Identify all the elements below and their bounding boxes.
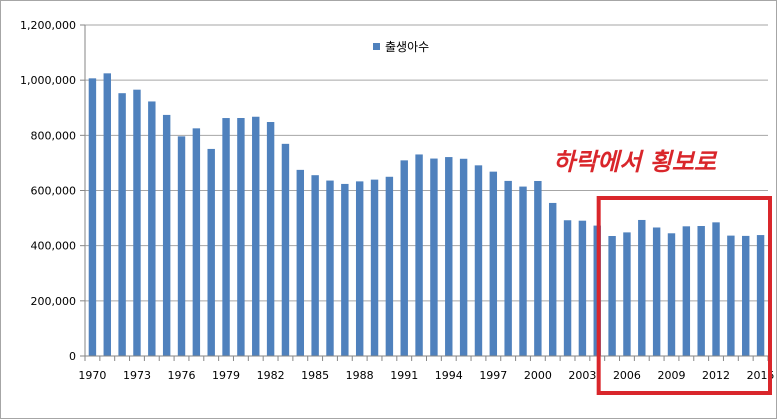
bar <box>385 176 394 356</box>
legend: 출생아수 <box>373 40 429 54</box>
bar <box>207 148 215 356</box>
x-tick-label: 1985 <box>301 369 329 382</box>
bar <box>652 227 661 356</box>
bar <box>445 157 453 356</box>
legend-label: 출생아수 <box>385 40 429 54</box>
bar <box>638 219 646 356</box>
bar <box>430 158 438 356</box>
y-tick-label: 0 <box>69 350 76 363</box>
x-tick-label: 1997 <box>479 369 507 382</box>
x-tick-label: 2006 <box>613 369 641 382</box>
bar <box>252 116 260 356</box>
x-tick-label: 2012 <box>702 369 730 382</box>
bar <box>281 143 290 356</box>
y-tick-labels: 0 200,000 400,000 600,000 800,000 1,000,000 1,… <box>20 19 76 363</box>
x-tick-label: 1991 <box>390 369 418 382</box>
bar <box>133 89 141 356</box>
bar <box>742 235 750 356</box>
bar <box>192 128 201 356</box>
bar <box>103 73 111 357</box>
bar <box>697 226 705 356</box>
bar <box>311 175 319 356</box>
annotation-text: 하락에서 횡보로 <box>553 147 718 176</box>
x-tick-label: 1976 <box>168 369 196 382</box>
bar <box>222 118 230 356</box>
bar <box>296 169 305 356</box>
x-tick-label: 1973 <box>123 369 151 382</box>
x-tick-label: 2009 <box>657 369 685 382</box>
bar <box>370 179 379 356</box>
x-tick-label: 2015 <box>747 369 775 382</box>
x-tick-label: 1970 <box>78 369 106 382</box>
y-tick-label: 1,200,000 <box>20 19 76 32</box>
bar <box>237 118 245 356</box>
bar <box>355 181 364 356</box>
legend-swatch <box>373 43 380 50</box>
y-tick-label: 1,000,000 <box>20 74 76 87</box>
x-tick-label: 1994 <box>435 369 463 382</box>
y-tick-label: 600,000 <box>31 185 77 198</box>
x-tick-label: 1979 <box>212 369 240 382</box>
bar <box>608 236 616 356</box>
bar <box>489 171 498 356</box>
x-tick-label: 1982 <box>257 369 285 382</box>
bar <box>563 220 572 356</box>
bar <box>266 122 275 357</box>
bar <box>148 101 156 357</box>
x-tick-labels: 1970 1973 1976 1979 1982 1985 1988 1991 1994 1997… <box>78 369 774 382</box>
highlight-box <box>596 196 772 395</box>
axes <box>80 24 769 361</box>
bar <box>727 235 735 356</box>
bar <box>548 202 557 356</box>
x-tick-label: 1988 <box>346 369 374 382</box>
x-tick-label: 2003 <box>568 369 596 382</box>
y-tick-label: 400,000 <box>31 240 77 253</box>
bar <box>712 222 720 356</box>
bar <box>667 233 676 356</box>
bar <box>474 165 483 356</box>
bar <box>162 114 171 356</box>
bar <box>341 183 349 356</box>
y-tick-label: 800,000 <box>31 129 77 142</box>
bar <box>682 226 691 356</box>
bar <box>415 154 423 356</box>
bar <box>326 180 334 356</box>
bar <box>504 180 512 356</box>
bar <box>519 186 527 356</box>
bar <box>623 232 631 356</box>
bar <box>459 158 468 356</box>
bar <box>400 160 408 356</box>
bar <box>177 136 186 356</box>
bar <box>118 93 126 356</box>
bar <box>88 78 97 357</box>
y-tick-label: 200,000 <box>31 295 77 308</box>
bar <box>578 220 587 356</box>
bar <box>534 180 542 356</box>
bar <box>756 235 765 356</box>
x-tick-label: 2000 <box>524 369 552 382</box>
